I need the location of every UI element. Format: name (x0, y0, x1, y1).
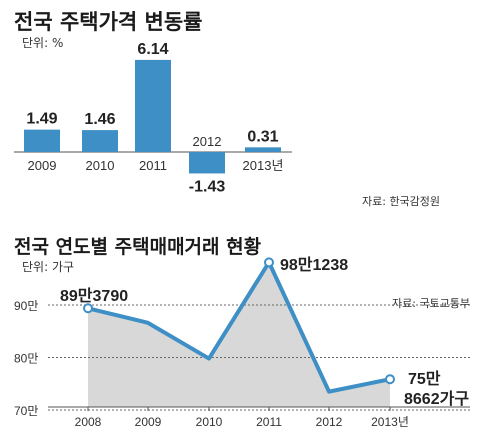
area-fill (88, 262, 390, 407)
bar-value-label: 1.49 (26, 111, 57, 128)
y-tick-label: 70만 (14, 404, 38, 418)
x-tick-label: 2012 (316, 415, 343, 429)
top-chart-source: 자료: 한국감정원 (362, 195, 441, 208)
bar-category-label: 2013년 (243, 158, 284, 173)
data-point-marker (264, 257, 274, 268)
annotation-2011: 98만1238 (280, 256, 348, 274)
x-tick-label: 2013년 (371, 415, 409, 429)
x-tick-label: 2010 (196, 415, 223, 429)
bottom-chart-title: 전국 연도별 주택매매거래 현황 (14, 236, 262, 258)
bar-2011 (135, 59, 171, 152)
bar-2013년 (245, 147, 281, 152)
bar-category-label: 2012 (193, 134, 222, 149)
bar-value-label: 6.14 (137, 41, 168, 58)
bar-category-label: 2011 (139, 158, 167, 173)
bar-2012 (189, 152, 225, 174)
bar-category-label: 2009 (28, 158, 57, 173)
bar-category-label: 2010 (86, 158, 115, 173)
x-tick-label: 2011 (256, 415, 282, 429)
bar-value-label: -1.43 (189, 178, 226, 195)
x-tick-label: 2009 (135, 415, 162, 429)
y-tick-label: 80만 (14, 352, 38, 366)
data-point-marker (385, 374, 395, 385)
bar-value-label: 0.31 (247, 128, 278, 145)
bottom-chart-source: 자료: 국토교통부 (392, 295, 471, 311)
y-tick-label: 90만 (14, 299, 38, 313)
bar-2009 (24, 129, 60, 152)
top-chart-title: 전국 주택가격 변동률 (14, 10, 203, 34)
data-point-marker (83, 303, 93, 314)
series-line (87, 260, 391, 394)
bar-value-label: 1.46 (84, 111, 115, 128)
bar-2010 (82, 130, 118, 152)
top-chart-unit: 단위: % (22, 36, 64, 50)
annotation-2008: 89만3790 (60, 287, 128, 305)
annotation-2013-line2: 8662가구 (404, 390, 469, 408)
bar-chart: 1.49 2009 1.46 2010 6.14 2011 -1.43 2012 0.31 201… (14, 41, 292, 195)
annotation-2013-line1: 75만 (408, 370, 441, 388)
bottom-chart-unit: 단위: 가구 (22, 260, 75, 274)
x-tick-label: 2008 (75, 415, 102, 429)
